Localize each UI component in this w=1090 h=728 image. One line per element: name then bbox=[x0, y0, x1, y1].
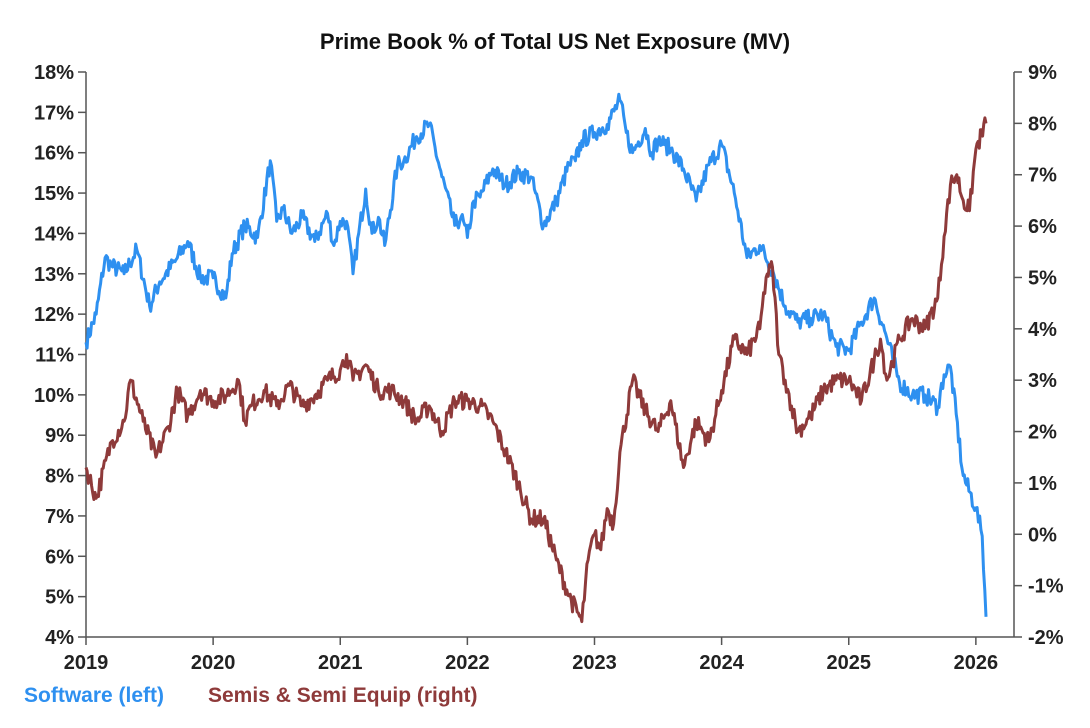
left-tick-label: 8% bbox=[45, 466, 74, 488]
right-tick-label: 9% bbox=[1028, 62, 1057, 84]
legend-software: Software (left) bbox=[24, 684, 165, 707]
software-line bbox=[84, 92, 988, 617]
right-tick-label: 3% bbox=[1028, 370, 1057, 392]
x-tick-label: 2021 bbox=[318, 652, 363, 674]
right-tick-label: 7% bbox=[1028, 165, 1057, 187]
left-tick-label: 16% bbox=[34, 143, 74, 165]
legend-semis: Semis & Semi Equip (right) bbox=[208, 684, 478, 707]
left-tick-label: 7% bbox=[45, 506, 74, 528]
right-tick-label: -1% bbox=[1028, 576, 1064, 598]
left-tick-label: 14% bbox=[34, 223, 74, 245]
right-tick-label: -2% bbox=[1028, 627, 1064, 649]
left-tick-label: 13% bbox=[34, 264, 74, 286]
left-tick-label: 17% bbox=[34, 102, 74, 124]
x-tick-label: 2020 bbox=[191, 652, 236, 674]
chart-title: Prime Book % of Total US Net Exposure (M… bbox=[320, 29, 790, 54]
left-tick-label: 12% bbox=[34, 304, 74, 326]
left-tick-label: 5% bbox=[45, 587, 74, 609]
left-tick-label: 10% bbox=[34, 385, 74, 407]
right-tick-label: 2% bbox=[1028, 422, 1057, 444]
right-tick-label: 5% bbox=[1028, 267, 1057, 289]
left-tick-label: 6% bbox=[45, 546, 74, 568]
series-lines bbox=[84, 92, 988, 624]
right-tick-label: 8% bbox=[1028, 113, 1057, 135]
x-tick-label: 2023 bbox=[572, 652, 617, 674]
x-tick-label: 2026 bbox=[954, 652, 999, 674]
left-tick-label: 18% bbox=[34, 62, 74, 84]
right-tick-label: 4% bbox=[1028, 319, 1057, 341]
x-tick-label: 2025 bbox=[826, 652, 871, 674]
left-tick-label: 15% bbox=[34, 183, 74, 205]
x-tick-label: 2019 bbox=[64, 652, 109, 674]
left-tick-label: 11% bbox=[35, 345, 74, 367]
left-tick-label: 9% bbox=[45, 425, 74, 447]
left-tick-label: 4% bbox=[45, 627, 74, 649]
semis-line bbox=[84, 116, 988, 624]
right-tick-label: 0% bbox=[1028, 524, 1057, 546]
x-tick-label: 2022 bbox=[445, 652, 490, 674]
x-tick-label: 2024 bbox=[699, 652, 744, 674]
axes: 18% 17% 16% 15% 14% 13% 12% 11% 10% 9% 8% 7% 6% 5% 4% 9… bbox=[34, 62, 1064, 674]
right-tick-label: 1% bbox=[1028, 473, 1057, 495]
right-tick-label: 6% bbox=[1028, 216, 1057, 238]
